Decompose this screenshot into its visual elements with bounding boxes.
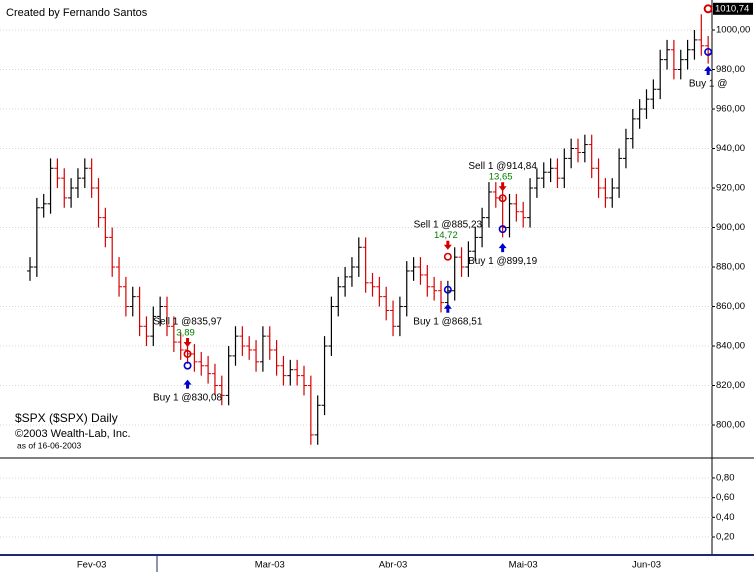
y-tick-label: 860,00 [716, 301, 745, 312]
trade-profit: 13,65 [489, 172, 513, 183]
last-price-label: 1010,74 [715, 3, 749, 14]
x-tick-label: Abr-03 [379, 560, 408, 571]
y-tick-label: 0,40 [716, 512, 735, 523]
chart-note: as of 16-06-2003 [17, 440, 82, 450]
y-tick-label: 0,80 [716, 472, 735, 483]
trade-label: Buy 1 @830,08 [153, 392, 223, 403]
y-tick-label: 920,00 [716, 183, 745, 194]
trade-label: Sell 1 @885,23 [414, 219, 483, 230]
trade-label: Sell 1 @835,97 [153, 317, 222, 328]
y-tick-label: 820,00 [716, 380, 745, 391]
sell-arrow [498, 182, 507, 192]
y-tick-label: 800,00 [716, 420, 745, 431]
last-price-box [713, 2, 753, 15]
credit: Created by Fernando Santos [6, 7, 148, 19]
chart-subtitle: ©2003 Wealth-Lab, Inc. [15, 428, 131, 440]
trade-label: Sell 1 @914,84 [468, 161, 537, 172]
sell-arrow [183, 337, 192, 347]
x-tick-label: Mai-03 [509, 560, 538, 571]
trade-label: Buy 1 @ [689, 79, 728, 90]
buy-arrow [443, 303, 452, 313]
buy-arrow [498, 243, 507, 253]
buy-marker [498, 225, 507, 234]
trade-label: Buy 1 @868,51 [413, 316, 483, 327]
sell-arrow [443, 240, 452, 250]
sell-marker [498, 194, 507, 203]
buy-marker [704, 47, 713, 56]
y-tick-label: 940,00 [716, 143, 745, 154]
y-tick-label: 1000,00 [716, 25, 750, 36]
y-tick-label: 980,00 [716, 64, 745, 75]
y-tick-label: 880,00 [716, 262, 745, 273]
y-tick-label: 0,20 [716, 532, 735, 543]
trade-profit: 14,72 [434, 230, 458, 241]
y-tick-label: 900,00 [716, 222, 745, 233]
buy-arrow [704, 65, 713, 75]
y-tick-label: 840,00 [716, 341, 745, 352]
x-tick-label: Mar-03 [255, 560, 285, 571]
x-tick-label: Fev-03 [77, 560, 107, 571]
trade-profit: 3,89 [176, 327, 195, 338]
x-tick-label: Jun-03 [632, 560, 661, 571]
date-bar-border [0, 554, 754, 556]
y-tick-label: 960,00 [716, 104, 745, 115]
sell-marker [183, 349, 192, 358]
buy-marker [443, 285, 452, 294]
buy-arrow [183, 379, 192, 389]
y-tick-label: 0,60 [716, 492, 735, 503]
trade-label: Buy 1 @899,19 [468, 256, 538, 267]
sell-marker [443, 252, 452, 261]
chart-title: $SPX ($SPX) Daily [15, 411, 118, 425]
buy-marker [183, 361, 192, 370]
last-price-marker [703, 4, 713, 14]
